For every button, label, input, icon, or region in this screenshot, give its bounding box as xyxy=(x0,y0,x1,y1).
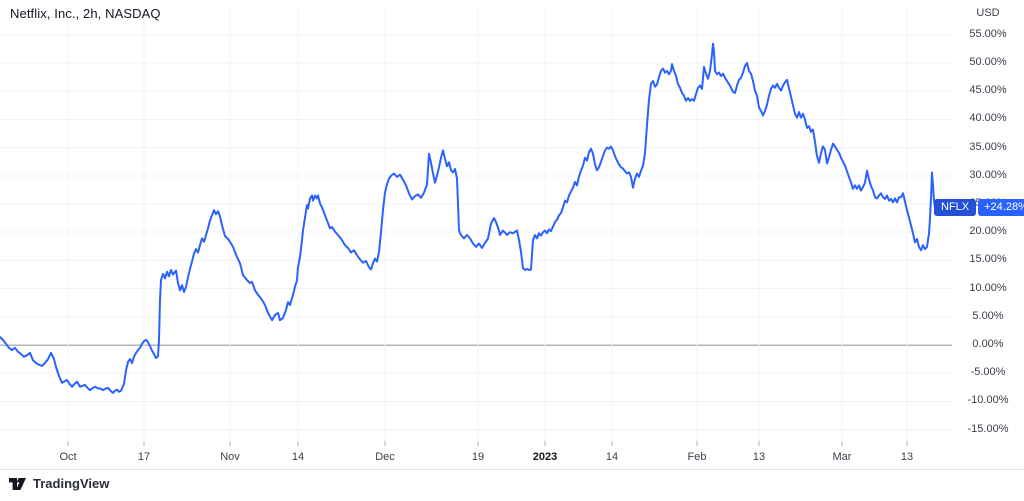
chart-symbol-title[interactable]: Netflix, Inc., 2h, NASDAQ xyxy=(10,6,161,21)
time-scale-label[interactable]: 14 xyxy=(605,451,619,463)
symbol-badge: NFLX xyxy=(934,199,977,216)
price-line-series xyxy=(0,42,936,394)
price-scale-label[interactable]: 10.00% xyxy=(969,281,1007,294)
price-scale-label[interactable]: -5.00% xyxy=(970,366,1006,379)
time-scale-label[interactable]: 13 xyxy=(900,451,914,463)
time-scale-label[interactable]: Oct xyxy=(59,451,77,463)
time-scale-label[interactable]: 13 xyxy=(752,451,766,463)
time-scale-label[interactable]: 19 xyxy=(471,451,485,463)
price-scale-label[interactable]: 15.00% xyxy=(969,253,1007,266)
time-scale-label[interactable]: Mar xyxy=(832,451,852,463)
tradingview-logo-icon xyxy=(9,477,26,490)
price-scale-label[interactable]: 50.00% xyxy=(969,56,1007,68)
price-scale-label[interactable]: 0.00% xyxy=(972,338,1004,350)
time-scale-label[interactable]: Dec xyxy=(375,451,395,463)
price-scale-label[interactable]: 20.00% xyxy=(969,225,1007,238)
time-scale-label[interactable]: 14 xyxy=(291,451,305,463)
price-scale-label[interactable]: 5.00% xyxy=(972,309,1004,322)
time-scale-label[interactable]: Feb xyxy=(687,451,707,463)
change-value-badge: +24.28% xyxy=(978,199,1024,216)
brand-name: TradingView xyxy=(33,476,110,491)
price-scale-label[interactable]: 30.00% xyxy=(969,168,1007,181)
time-scale-label[interactable]: 2023 xyxy=(532,451,558,463)
price-scale-label[interactable]: -15.00% xyxy=(967,422,1009,435)
price-scale-label[interactable]: 45.00% xyxy=(969,84,1007,97)
time-scale-label[interactable]: 17 xyxy=(137,451,151,463)
price-scale-label[interactable]: 40.00% xyxy=(969,112,1007,125)
last-price-badge: NFLX +24.28% xyxy=(934,199,1024,216)
price-scale-currency-label: USD xyxy=(976,7,1000,19)
attribution-row[interactable]: TradingView xyxy=(8,476,109,491)
price-scale-label[interactable]: 55.00% xyxy=(969,27,1007,40)
time-scale-label[interactable]: Nov xyxy=(220,451,240,463)
price-scale-label[interactable]: 35.00% xyxy=(969,140,1007,153)
chart-bottom-divider xyxy=(0,469,1024,470)
price-scale-label[interactable]: -10.00% xyxy=(967,394,1009,407)
